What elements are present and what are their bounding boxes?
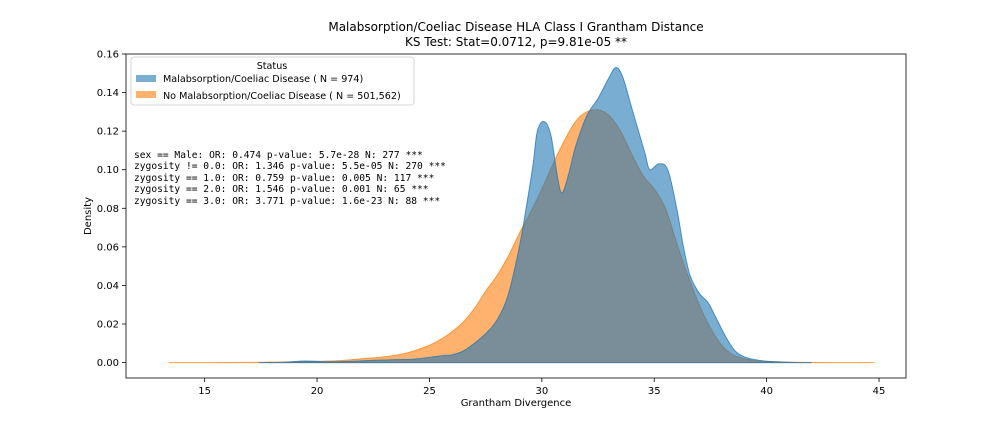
legend-swatch-malabsorption (136, 75, 156, 82)
x-tick-label: 20 (311, 386, 324, 397)
plot-frame (125, 53, 907, 379)
annotation-line: zygosity == 3.0: OR: 3.771 p-value: 1.6e… (134, 196, 440, 207)
y-tick-label: 0.06 (97, 242, 119, 253)
annotation-line: zygosity == 2.0: OR: 1.546 p-value: 0.00… (134, 184, 429, 195)
x-tick-label: 45 (873, 386, 886, 397)
y-tick-label: 0.12 (97, 127, 119, 138)
x-tick-label: 30 (535, 386, 548, 397)
x-tick-label: 40 (760, 386, 773, 397)
y-tick-label: 0.02 (97, 320, 119, 331)
y-tick-label: 0.16 (97, 50, 119, 61)
annotation-line: zygosity == 1.0: OR: 0.759 p-value: 0.00… (134, 173, 434, 184)
legend-title: Status (257, 61, 288, 72)
y-tick-label: 0.04 (97, 281, 119, 292)
x-tick-label: 15 (198, 386, 211, 397)
x-tick-label: 25 (423, 386, 436, 397)
x-tick-label: 35 (648, 386, 661, 397)
chart-subtitle: KS Test: Stat=0.0712, p=9.81e-05 ** (405, 35, 627, 49)
annotations: sex == Male: OR: 0.474 p-value: 5.7e-28 … (134, 150, 446, 207)
y-axis-label: Density (83, 197, 94, 235)
x-axis: 15 20 25 30 35 40 45 (198, 378, 885, 397)
y-axis: 0.00 0.02 0.04 0.06 0.08 0.10 0.12 0.14 0.16 (97, 50, 126, 369)
series-layer (168, 66, 875, 364)
y-tick-label: 0.00 (97, 358, 119, 369)
y-tick-label: 0.14 (97, 88, 119, 99)
legend-box (130, 56, 415, 106)
legend: Status Malabsorption/Coeliac Disease ( N… (130, 56, 415, 106)
annotation-line: sex == Male: OR: 0.474 p-value: 5.7e-28 … (134, 150, 423, 161)
legend-swatch-no-malabsorption (136, 91, 156, 98)
legend-label-no-malabsorption: No Malabsorption/Coeliac Disease ( N = 5… (163, 91, 401, 102)
series-area-malabsorption-coeliac-disease (258, 66, 812, 364)
y-tick-label: 0.10 (97, 165, 119, 176)
legend-label-malabsorption: Malabsorption/Coeliac Disease ( N = 974) (163, 74, 363, 85)
x-axis-label: Grantham Divergence (461, 398, 572, 409)
annotation-line: zygosity != 0.0: OR: 1.346 p-value: 5.5e… (134, 161, 446, 172)
y-tick-label: 0.08 (97, 204, 119, 215)
chart-title: Malabsorption/Coeliac Disease HLA Class … (328, 20, 703, 34)
